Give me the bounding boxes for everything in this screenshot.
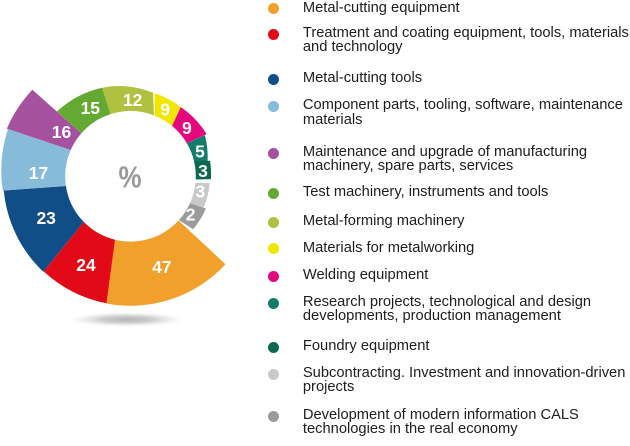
svg-text:47: 47 xyxy=(152,257,171,277)
svg-text:16: 16 xyxy=(52,122,72,142)
svg-text:17: 17 xyxy=(29,163,48,183)
svg-text:3: 3 xyxy=(196,182,206,202)
svg-text:2: 2 xyxy=(186,205,196,225)
svg-text:%: % xyxy=(118,159,141,193)
svg-text:9: 9 xyxy=(160,99,170,119)
svg-text:9: 9 xyxy=(182,118,192,138)
svg-text:15: 15 xyxy=(81,98,101,118)
svg-text:12: 12 xyxy=(123,90,143,110)
svg-text:5: 5 xyxy=(195,141,205,161)
svg-text:3: 3 xyxy=(198,161,208,181)
svg-text:24: 24 xyxy=(76,255,96,275)
svg-text:23: 23 xyxy=(36,208,56,228)
